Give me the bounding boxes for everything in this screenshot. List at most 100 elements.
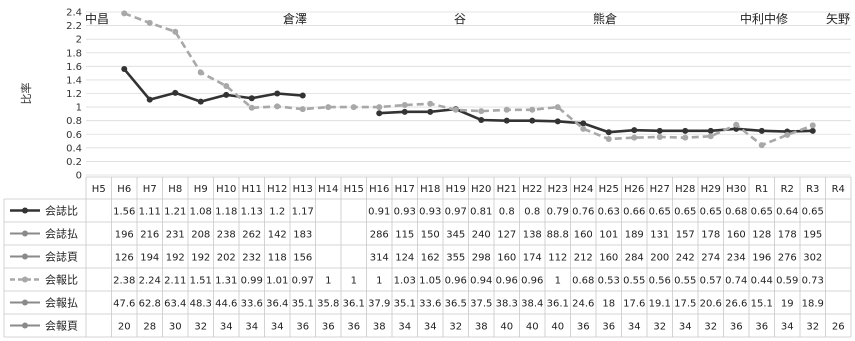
data-label: 18 [602,299,615,310]
data-label: 35.1 [394,299,416,310]
data-point [554,104,561,111]
series-name: 会報頁 [45,320,78,333]
category-label: H8 [168,184,182,195]
data-label: 355 [446,253,465,264]
series-name: 会誌比 [45,204,78,218]
data-label: 1.56 [113,207,135,218]
data-label: 160 [497,253,516,264]
data-label: 36 [296,322,309,333]
data-label: 0.97 [292,276,314,287]
data-label: 183 [293,230,312,241]
data-label: 63.4 [164,299,186,310]
legend-marker [22,299,28,306]
data-label: 44.6 [215,299,237,310]
data-label: 0.68 [572,276,594,287]
series-line-会報比 [123,12,814,147]
data-label: 195 [803,230,822,241]
era-label: 谷 [454,12,466,26]
y-axis: 0 0.2 0.4 0.6 0.8 1 1.2 1.4 1.6 1.8 2 2.2 2.4 比率 [19,8,82,182]
data-label: 36.4 [266,299,288,310]
data-point [197,69,204,76]
data-label: 0.73 [802,276,824,287]
category-label: H27 [650,184,670,195]
data-point [631,127,638,134]
data-label: 286 [370,230,389,241]
data-label: 1.01 [266,276,288,287]
data-label: 112 [548,253,567,264]
series-lines [121,10,816,149]
category-label: H15 [344,184,364,195]
data-label: 0.65 [802,207,824,218]
data-label: 178 [701,230,720,241]
data-point [274,103,281,110]
data-label: 1 [376,276,382,287]
data-label: 26 [832,322,845,333]
data-point [223,91,230,98]
data-point [707,133,714,140]
data-point [146,19,153,26]
category-label: H21 [497,184,517,195]
data-label: 126 [115,253,134,264]
data-label: 1 [555,276,561,287]
category-label: H16 [369,184,389,195]
era-labels: 中昌 倉澤 谷 熊倉 中利中修 矢野 [85,11,850,26]
data-label: 34 [424,322,437,333]
y-tick-label: 1 [76,103,82,114]
category-label: H14 [318,184,338,195]
data-label: 160 [574,230,593,241]
data-label: 0.53 [598,276,620,287]
data-point [248,95,255,102]
category-label: H19 [446,184,466,195]
category-label: H20 [471,184,491,195]
data-label: 0.93 [419,207,441,218]
data-label: 160 [599,253,618,264]
data-label: 274 [701,253,720,264]
data-label: 314 [370,253,389,264]
data-table: H5 H6 H7 H8 H9 H10 H11 H12 H13 H14 H15 H16 H17 H18 H19… [3,176,852,338]
data-label: 32 [194,322,207,333]
category-label: H30 [726,184,746,195]
data-label: 157 [676,230,695,241]
data-label: 35.1 [292,299,314,310]
data-label: 26.6 [725,299,747,310]
data-point [376,104,383,111]
data-label: 1 [351,276,357,287]
data-label: 242 [676,253,695,264]
category-label: H28 [675,184,695,195]
data-label: 101 [599,230,618,241]
data-label: 17.6 [623,299,645,310]
data-point [631,134,638,141]
y-tick-label: 0.2 [66,157,82,168]
data-point [172,28,179,35]
data-label: 36 [347,322,360,333]
data-point [121,66,128,73]
data-label: 0.56 [649,276,671,287]
category-label: H17 [395,184,415,195]
legend-marker [22,276,28,283]
data-label: 2.11 [164,276,186,287]
era-label: 熊倉 [593,11,617,26]
data-label: 0.76 [572,207,594,218]
gridlines [86,11,851,176]
data-label: 0.44 [751,276,773,287]
data-point [554,118,561,125]
data-label: 196 [115,230,134,241]
y-tick-label: 1.6 [66,62,82,73]
data-point [503,106,510,113]
data-label: 0.68 [725,207,747,218]
legend-marker [22,230,28,237]
data-label: 2.24 [139,276,161,287]
category-label: H10 [216,184,236,195]
data-label: 1.17 [292,207,314,218]
data-label: 36 [602,322,615,333]
legend-marker [22,322,28,329]
data-label: 34 [628,322,641,333]
series-name: 会誌払 [45,227,78,241]
data-label: 0.55 [623,276,645,287]
data-label: 32 [704,322,717,333]
data-label: 0.66 [623,207,645,218]
data-point [682,127,689,134]
data-label: 276 [778,253,797,264]
series-name: 会報比 [45,274,78,287]
data-point [656,133,663,140]
